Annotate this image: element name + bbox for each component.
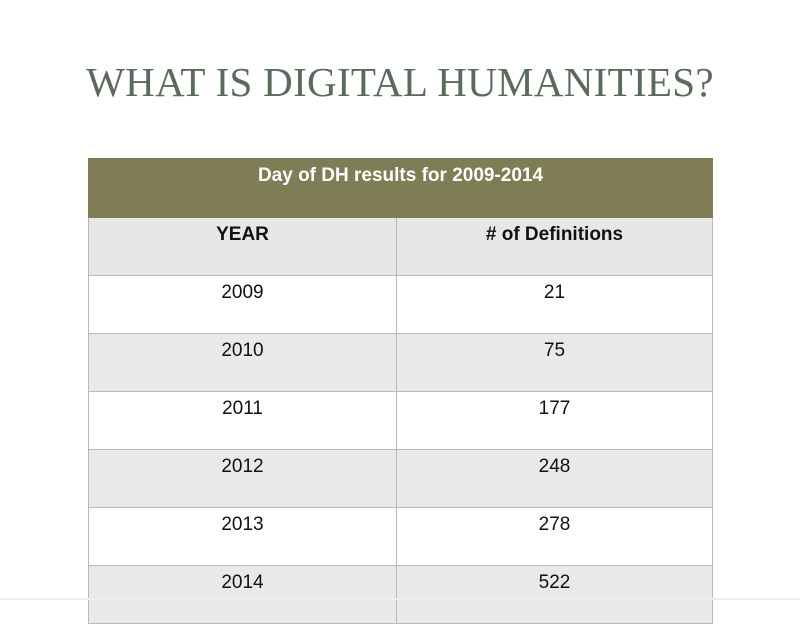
year-cell: 2010 [88,333,397,392]
column-header-year: YEAR [88,217,397,276]
year-cell: 2013 [88,507,397,566]
definitions-cell: 248 [396,449,713,508]
table-caption: Day of DH results for 2009-2014 [88,158,713,218]
table-row: 2013 278 [88,507,713,566]
definitions-cell: 177 [396,391,713,450]
definitions-cell: 522 [396,565,713,624]
table-row: 2010 75 [88,333,713,392]
table-header-row: YEAR # of Definitions [88,217,713,276]
table-row: 2014 522 [88,565,713,624]
column-header-definitions: # of Definitions [396,217,713,276]
table-row: 2011 177 [88,391,713,450]
day-of-dh-table: Day of DH results for 2009-2014 YEAR # o… [88,158,713,624]
table-row: 2012 248 [88,449,713,508]
table-caption-row: Day of DH results for 2009-2014 [88,158,713,218]
year-cell: 2012 [88,449,397,508]
slide-bottom-divider [0,598,800,600]
definitions-cell: 21 [396,275,713,334]
year-cell: 2011 [88,391,397,450]
year-cell: 2014 [88,565,397,624]
definitions-cell: 75 [396,333,713,392]
definitions-cell: 278 [396,507,713,566]
year-cell: 2009 [88,275,397,334]
slide-title: WHAT IS DIGITAL HUMANITIES? [86,59,714,105]
table-row: 2009 21 [88,275,713,334]
